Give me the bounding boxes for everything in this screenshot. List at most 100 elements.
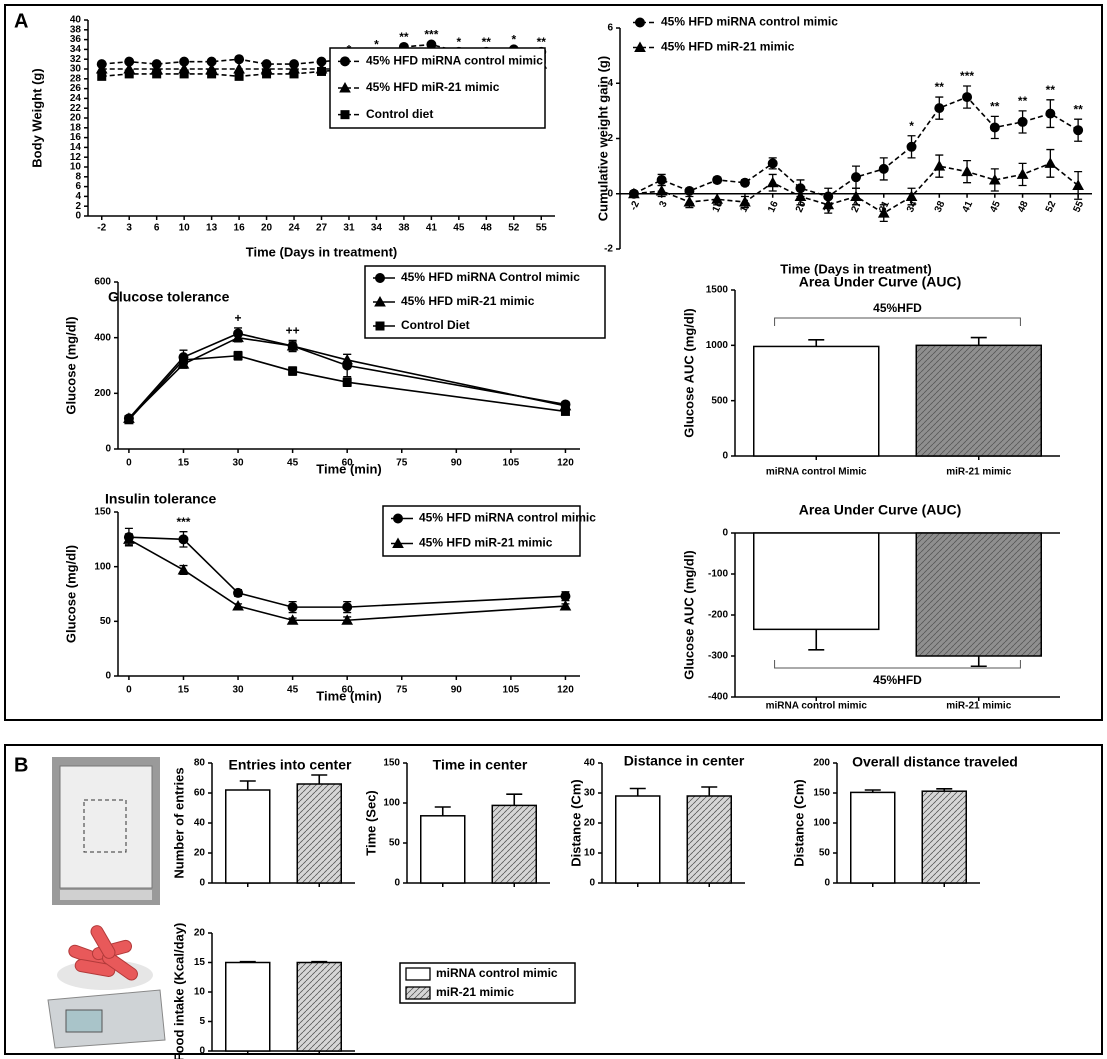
y-tick-label: 20 [194, 848, 206, 859]
panel-label: A [14, 10, 28, 32]
x-tick-label: 52 [508, 223, 520, 234]
error-bar [240, 781, 256, 790]
annotation: * [909, 119, 914, 133]
x-tick-label: 38 [398, 223, 410, 234]
x-tick-label: 16 [234, 223, 246, 234]
legend-label: 45% HFD miRNA control mimic [661, 15, 838, 29]
error-bar [630, 789, 646, 797]
marker [153, 70, 161, 78]
marker [1045, 158, 1055, 167]
x-tick-label: 45 [287, 685, 299, 696]
legend-label: 45% HFD miR-21 mimic [661, 40, 795, 54]
bar [687, 796, 731, 883]
marker [712, 194, 722, 203]
x-tick-label: 55 [1072, 199, 1087, 214]
annotation: *** [960, 69, 974, 83]
marker [657, 175, 666, 184]
bar [226, 963, 270, 1052]
bar [916, 533, 1041, 656]
x-tick-label: miR-21 mimic [946, 701, 1011, 712]
chart-title: Area Under Curve (AUC) [799, 274, 962, 290]
legend-label: 45% HFD miRNA control mimic [419, 511, 596, 525]
y-tick-label: 15 [194, 957, 206, 968]
bar [421, 816, 465, 883]
marker [1046, 109, 1055, 118]
group-label: 45%HFD [873, 673, 922, 687]
y-tick-label: 24 [70, 93, 82, 104]
bar [754, 346, 879, 456]
chart-title: Glucose tolerance [108, 289, 230, 305]
error-bar [808, 340, 824, 347]
marker [657, 186, 667, 195]
x-tick-label: 20 [794, 199, 809, 214]
marker [180, 70, 188, 78]
x-tick-label: 120 [557, 685, 574, 696]
y-tick-label: 16 [70, 132, 82, 143]
y-tick-label: 6 [75, 181, 81, 192]
x-tick-label: 75 [396, 685, 408, 696]
bar [922, 791, 966, 883]
y-axis-label: Body Weight (g) [29, 68, 44, 167]
x-tick-label: 13 [206, 223, 218, 234]
marker [1018, 117, 1027, 126]
y-tick-label: 50 [100, 616, 112, 627]
annotation: ** [1046, 83, 1056, 97]
error-bar [311, 775, 327, 784]
marker [178, 565, 188, 574]
y-tick-label: 500 [711, 395, 728, 406]
y-tick-label: -2 [604, 244, 613, 255]
y-tick-label: 2 [75, 201, 81, 212]
y-tick-label: -400 [708, 692, 728, 703]
x-tick-label: -2 [628, 199, 642, 212]
x-tick-label: 24 [288, 223, 300, 234]
error-bar [701, 787, 717, 796]
marker [561, 592, 570, 601]
marker [98, 72, 106, 80]
marker [235, 55, 244, 64]
marker [907, 142, 916, 151]
bar [916, 345, 1041, 456]
x-tick-label: 48 [1016, 199, 1031, 214]
marker [935, 104, 944, 113]
x-tick-label: miRNA control Mimic [766, 467, 867, 478]
annotation: ** [537, 35, 547, 49]
panel-label: B [14, 754, 28, 776]
x-tick-label: 27 [316, 223, 328, 234]
chart-title: Insulin tolerance [105, 491, 216, 507]
marker [318, 67, 326, 75]
page: {"panels":["A","B"], "legend":{"entries"… [0, 0, 1107, 1059]
y-tick-label: 18 [70, 122, 82, 133]
legend-label: Control Diet [401, 318, 470, 332]
y-tick-label: 0 [199, 878, 205, 889]
error-bar [506, 794, 522, 805]
y-tick-label: 20 [584, 818, 596, 829]
y-tick-label: 0 [722, 528, 728, 539]
x-tick-label: miRNA control mimic [766, 701, 868, 712]
marker [685, 186, 694, 195]
legend-label: miR-21 mimic [436, 985, 514, 999]
figure: A B 024681012141618202224262830323436384… [0, 0, 1107, 1059]
x-tick-label: 15 [178, 458, 190, 469]
marker [290, 70, 298, 78]
marker [179, 535, 188, 544]
y-tick-label: 600 [94, 277, 111, 288]
x-tick-label: 105 [503, 685, 520, 696]
arena-photo [52, 757, 160, 905]
y-tick-label: 200 [94, 388, 111, 399]
annotation: *** [424, 28, 438, 42]
y-tick-label: 150 [383, 758, 400, 769]
legend-label: 45% HFD miRNA control mimic [366, 54, 543, 68]
marker [376, 274, 385, 283]
marker [208, 70, 216, 78]
x-tick-label: 31 [343, 223, 355, 234]
annotation: ++ [286, 324, 300, 338]
y-axis-label: Time (Sec) [363, 790, 378, 856]
y-tick-label: 38 [70, 24, 82, 35]
y-tick-label: 100 [813, 818, 830, 829]
y-tick-label: 0 [394, 878, 400, 889]
marker [852, 173, 861, 182]
marker [1018, 169, 1028, 178]
error-bar [971, 338, 987, 346]
marker [125, 70, 133, 78]
y-tick-label: 40 [194, 818, 206, 829]
